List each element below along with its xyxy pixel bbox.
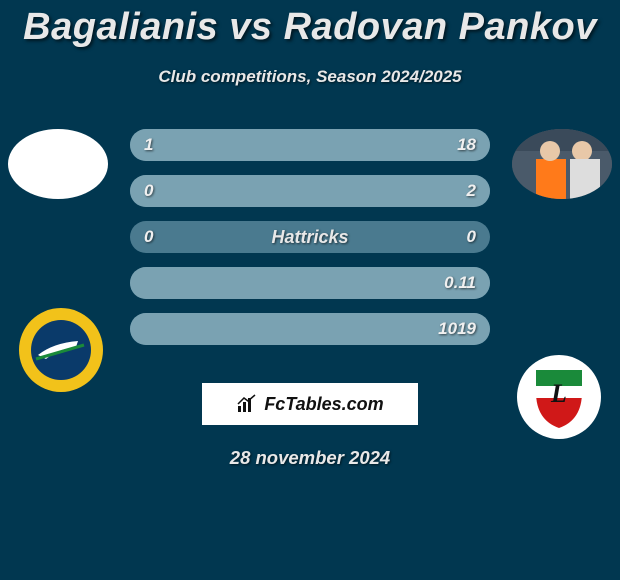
silhouette-icon	[28, 139, 88, 189]
stat-row: 0Goals2	[130, 175, 490, 207]
bar-right-fill	[148, 129, 490, 161]
player-photo-icon	[512, 129, 612, 199]
footer-label: FcTables.com	[264, 394, 383, 415]
bar-full-fill	[130, 175, 490, 207]
comparison-date: 28 november 2024	[0, 447, 620, 469]
stat-value-right: 0.11	[444, 273, 476, 293]
page-subtitle: Club competitions, Season 2024/2025	[0, 67, 620, 87]
svg-text:L: L	[550, 379, 567, 408]
stat-bars: 1Matches180Goals20Hattricks0Goals per ma…	[130, 129, 490, 359]
stat-row: Goals per match0.11	[130, 267, 490, 299]
stat-value-right: 2	[467, 181, 476, 201]
stat-value-left: 0	[144, 227, 153, 247]
player-left-block	[8, 129, 108, 199]
mielec-crest-icon	[18, 307, 104, 393]
stat-row: 1Matches18	[130, 129, 490, 161]
stats-area: L 1Matches180Goals20Hattricks0Goals per …	[0, 129, 620, 369]
bar-full-fill	[130, 267, 490, 299]
footer-watermark: FcTables.com	[202, 383, 418, 425]
legia-crest-icon: L	[516, 354, 602, 440]
page-title: Bagalianis vs Radovan Pankov	[0, 0, 620, 49]
stat-value-left: 0	[144, 181, 153, 201]
player-right-crest: L	[516, 354, 602, 445]
player-right-block	[512, 129, 612, 199]
stat-value-right: 0	[467, 227, 476, 247]
stat-value-right: 1019	[438, 319, 476, 339]
stat-value-left: 1	[144, 135, 153, 155]
player-left-avatar	[8, 129, 108, 199]
bar-chart-icon	[236, 394, 258, 414]
stat-row: 0Hattricks0	[130, 221, 490, 253]
bar-full-fill	[130, 313, 490, 345]
player-right-avatar	[512, 129, 612, 199]
stat-row: Min per goal1019	[130, 313, 490, 345]
player-left-crest	[18, 307, 104, 398]
stat-label: Hattricks	[130, 227, 490, 248]
stat-value-right: 18	[457, 135, 476, 155]
